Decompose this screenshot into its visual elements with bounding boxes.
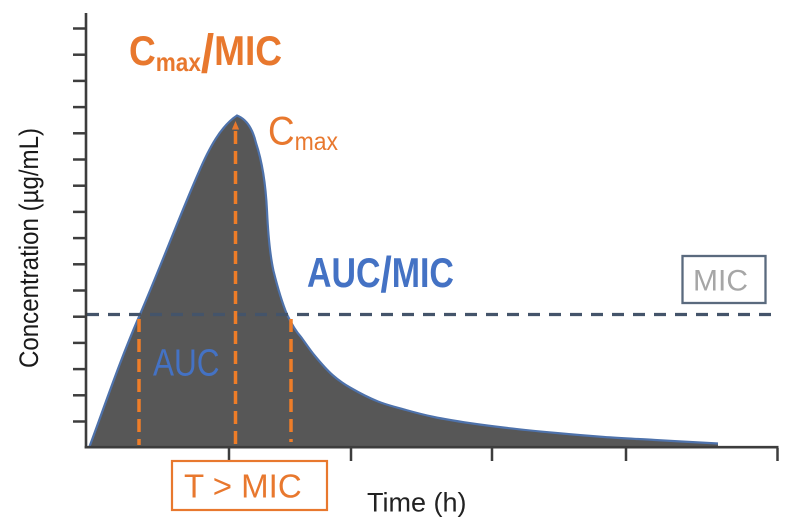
svg-text:MIC: MIC [693, 265, 748, 298]
svg-text:T > MIC: T > MIC [184, 468, 302, 505]
svg-text:AUC/MIC: AUC/MIC [307, 247, 454, 303]
svg-text:Concentration (µg/mL): Concentration (µg/mL) [14, 128, 44, 368]
svg-text:Cmax/MIC: Cmax/MIC [129, 23, 282, 83]
svg-text:AUC: AUC [153, 342, 220, 384]
svg-text:Time (h): Time (h) [367, 488, 467, 518]
